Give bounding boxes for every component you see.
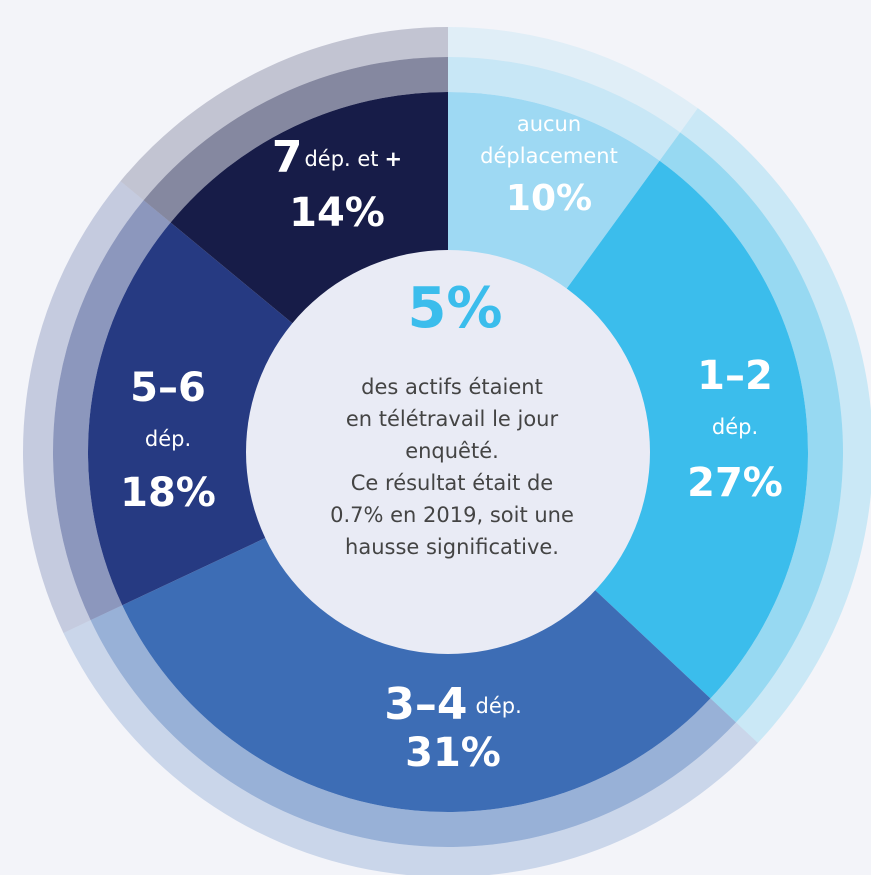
segment-label: dép. [145, 427, 191, 451]
center-text: enquêté. [405, 439, 499, 463]
center-text: Ce résultat était de [351, 471, 553, 495]
outer-ring [63, 620, 758, 875]
center-value: 5% [407, 276, 502, 341]
segment-label: dép. [712, 415, 758, 439]
segment-label: 7dép. et + [272, 132, 402, 183]
center-text: 0.7% en 2019, soit une [330, 503, 574, 527]
segment-number: 3–4 [384, 679, 467, 730]
segment-label: aucun [517, 112, 581, 136]
outer-ring [22, 181, 144, 633]
middle-ring [143, 57, 448, 223]
value-label: 27% [687, 460, 783, 506]
center-text: en télétravail le jour [346, 407, 559, 431]
value-label: 31% [405, 730, 501, 776]
outer-ring [448, 27, 698, 133]
segment-label: 1–2 [697, 353, 773, 399]
center-text: hausse significative. [345, 535, 559, 559]
segment-label: 5–6 [130, 365, 206, 411]
segment-number: 7 [272, 132, 303, 183]
segment-label: déplacement [480, 144, 618, 168]
value-label: 10% [506, 178, 592, 219]
outer-ring [680, 108, 871, 743]
middle-ring [52, 200, 171, 621]
center-text: des actifs étaient [361, 375, 543, 399]
center-disc [246, 250, 650, 654]
segment-label: 3–4 dép. [384, 679, 522, 730]
outer-ring [120, 27, 449, 201]
middle-ring [90, 605, 736, 847]
value-label: 14% [289, 190, 385, 236]
middle-ring [659, 132, 843, 723]
segment-plus: + [385, 147, 403, 171]
segment-unit: dép. et [304, 147, 378, 171]
value-label: 18% [120, 470, 216, 516]
middle-ring [448, 57, 681, 161]
segment-unit: dép. [475, 694, 521, 718]
